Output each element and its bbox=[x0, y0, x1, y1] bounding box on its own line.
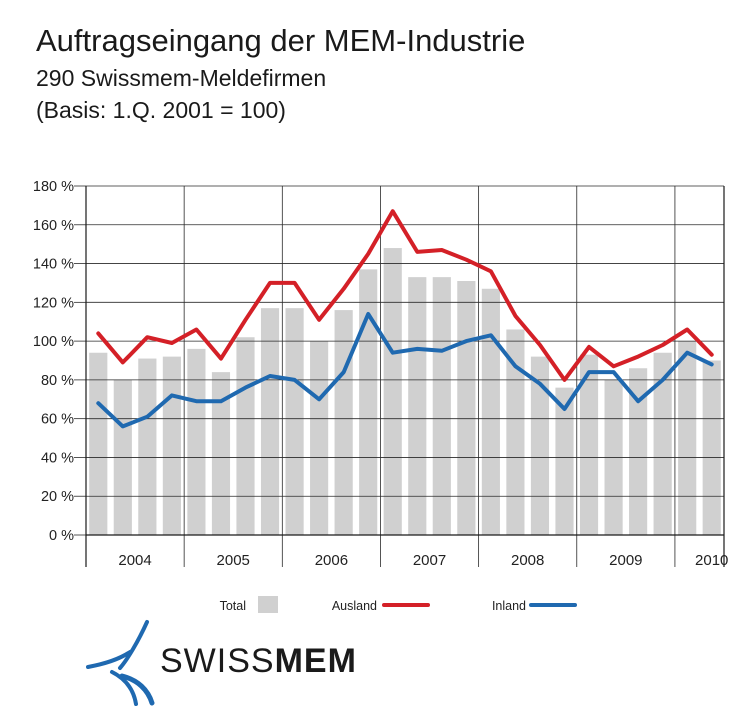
chart-title: Auftragseingang der MEM-Industrie bbox=[36, 23, 526, 58]
ytick-label-120: 120 % bbox=[33, 295, 74, 311]
bar-total-3 bbox=[162, 356, 181, 535]
legend-swatch-total bbox=[258, 596, 278, 613]
chart-subtitle: 290 Swissmem-Meldefirmen bbox=[36, 65, 327, 91]
ytick-label-100: 100 % bbox=[33, 334, 74, 350]
bar-total-24 bbox=[678, 341, 697, 535]
legend: Total Ausland Inland bbox=[220, 596, 577, 613]
swissmem-logo-text: SWISSMEM bbox=[160, 641, 357, 681]
bar-total-4 bbox=[187, 348, 206, 535]
logo-text-light: SWISS bbox=[160, 642, 275, 680]
bar-total-7 bbox=[260, 308, 280, 535]
year-label-2006: 2006 bbox=[315, 552, 348, 569]
bar-total-23 bbox=[653, 352, 672, 535]
ytick-label-40: 40 % bbox=[41, 450, 74, 466]
axis-layer: 0 % 20 % 40 % 60 % 80 % 100 % 120 % 140 % 160 % 1… bbox=[33, 179, 729, 569]
year-label-2005: 2005 bbox=[217, 552, 250, 569]
year-label-2004: 2004 bbox=[118, 552, 151, 569]
legend-label-total: Total bbox=[220, 599, 246, 613]
bar-total-17 bbox=[506, 329, 525, 535]
bar-total-12 bbox=[383, 248, 402, 536]
chart-basis-note: (Basis: 1.Q. 2001 = 100) bbox=[36, 97, 286, 123]
ytick-label-60: 60 % bbox=[41, 412, 74, 428]
ytick-label-80: 80 % bbox=[41, 373, 74, 389]
logo-text-bold: MEM bbox=[274, 642, 357, 680]
ytick-label-0: 0 % bbox=[49, 528, 74, 544]
bar-total-0 bbox=[89, 352, 108, 535]
legend-label-inland: Inland bbox=[492, 599, 526, 613]
bar-total-25 bbox=[702, 360, 721, 535]
ytick-label-140: 140 % bbox=[33, 257, 74, 273]
bar-total-15 bbox=[457, 281, 476, 535]
bar-total-8 bbox=[285, 308, 304, 535]
ytick-label-160: 160 % bbox=[33, 218, 74, 234]
line-ausland bbox=[96, 209, 714, 382]
bar-total-16 bbox=[481, 288, 500, 535]
year-label-2007: 2007 bbox=[413, 552, 446, 569]
year-label-2009: 2009 bbox=[609, 552, 642, 569]
bar-total-2 bbox=[138, 358, 157, 535]
bar-total-5 bbox=[211, 372, 231, 535]
bar-total-9 bbox=[310, 341, 329, 535]
line-inland bbox=[96, 312, 714, 429]
bar-total-11 bbox=[359, 269, 378, 535]
ytick-label-180: 180 % bbox=[33, 179, 74, 195]
bar-total-19 bbox=[555, 387, 574, 535]
bar-total-22 bbox=[629, 368, 648, 535]
bar-total-6 bbox=[236, 337, 255, 535]
legend-label-ausland: Ausland bbox=[332, 599, 377, 613]
year-label-2008: 2008 bbox=[511, 552, 544, 569]
lines-layer bbox=[96, 209, 714, 429]
year-label-2010: 2010 bbox=[695, 552, 728, 569]
bar-total-20 bbox=[579, 354, 599, 535]
bar-total-10 bbox=[334, 310, 353, 535]
swissmem-logo-mark bbox=[86, 620, 155, 706]
ytick-label-20: 20 % bbox=[41, 489, 74, 505]
bar-total-13 bbox=[408, 277, 427, 535]
bar-total-18 bbox=[530, 356, 550, 535]
bar-total-14 bbox=[432, 277, 451, 535]
